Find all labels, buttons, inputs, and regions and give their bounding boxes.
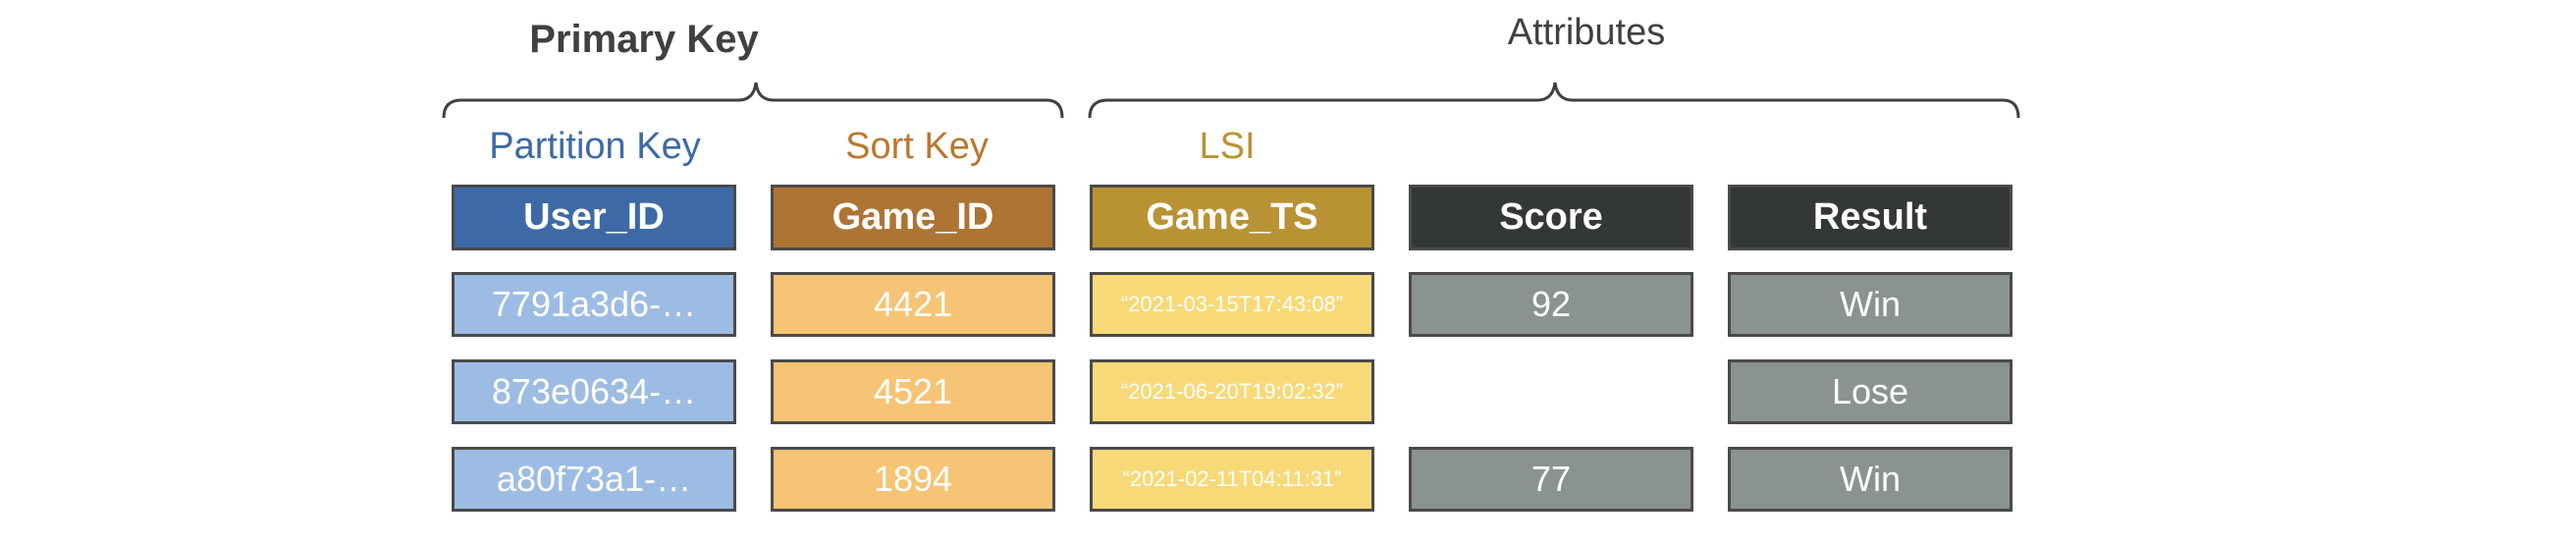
table-cell-user-id: 873e0634-…	[452, 359, 736, 424]
sort-key-label: Sort Key	[845, 126, 989, 167]
table-cell-result: Lose	[1728, 359, 2012, 424]
partition-key-label: Partition Key	[489, 126, 701, 167]
table-cell-score: 92	[1409, 272, 1693, 337]
table-cell-game-ts: “2021-03-15T17:43:08”	[1090, 272, 1374, 337]
header-user-id: User_ID	[452, 185, 736, 250]
header-game-ts: Game_TS	[1090, 185, 1374, 250]
table-cell-user-id: a80f73a1-…	[452, 447, 736, 512]
header-result: Result	[1728, 185, 2012, 250]
table-cell-game-id: 4421	[771, 272, 1055, 337]
attributes-brace	[1088, 82, 2020, 119]
header-score: Score	[1409, 185, 1693, 250]
table-cell-game-ts: “2021-02-11T04:11:31”	[1090, 447, 1374, 512]
table-cell-user-id: 7791a3d6-…	[452, 272, 736, 337]
primary-key-brace	[442, 82, 1064, 119]
table-cell-score: 77	[1409, 447, 1693, 512]
table-cell-game-id: 4521	[771, 359, 1055, 424]
header-game-id: Game_ID	[771, 185, 1055, 250]
table-cell-game-id: 1894	[771, 447, 1055, 512]
lsi-label: LSI	[1199, 126, 1256, 167]
attributes-label: Attributes	[1507, 12, 1666, 53]
primary-key-label: Primary Key	[529, 18, 759, 61]
table-cell-result: Win	[1728, 272, 2012, 337]
table-cell-game-ts: “2021-06-20T19:02:32”	[1090, 359, 1374, 424]
table-cell-result: Win	[1728, 447, 2012, 512]
